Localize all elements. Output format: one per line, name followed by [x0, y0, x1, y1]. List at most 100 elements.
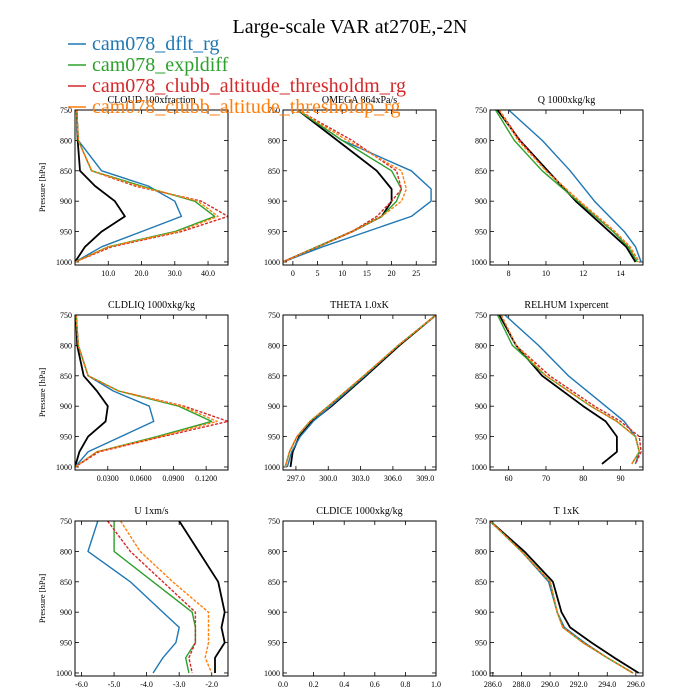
legend-entry-label: cam078_expldiff	[92, 54, 229, 76]
x-tick-label: -4.0	[140, 680, 153, 689]
x-tick-label: 1.0	[431, 680, 441, 689]
y-tick-label: 850	[475, 372, 487, 381]
legend-entry-label: cam078_dflt_rg	[92, 33, 219, 55]
y-tick-label: 850	[268, 372, 280, 381]
x-tick-label: 290.0	[541, 680, 559, 689]
plot-frame	[74, 314, 229, 471]
series-line-1	[75, 315, 155, 468]
y-tick-label: 950	[475, 639, 487, 648]
x-tick-label: 0	[291, 269, 295, 278]
x-tick-label: 40.0	[201, 269, 215, 278]
series-line-2	[283, 110, 403, 263]
y-tick-label: 800	[475, 136, 487, 145]
y-tick-label: 750	[60, 517, 72, 526]
figure-title: Large-scale VAR at270E,-2N	[233, 16, 468, 38]
series-line-4	[283, 110, 408, 263]
y-tick-label: 850	[475, 578, 487, 587]
series-line-0	[75, 315, 109, 468]
panel-3: CLDLIQ 1000xkg/kg Pressure [hPa] 750 800 850…	[37, 300, 229, 483]
series-line-4	[284, 315, 436, 468]
y-tick-label: 950	[475, 433, 487, 442]
y-tick-label: 900	[60, 197, 72, 206]
plot-frame	[489, 314, 644, 471]
x-tick-label: 303.0	[352, 474, 370, 483]
y-tick-label: 800	[268, 547, 280, 556]
x-tick-label: 288.0	[512, 680, 530, 689]
x-tick-label: 25	[412, 269, 420, 278]
series-line-1	[508, 110, 642, 263]
y-tick-label: 900	[60, 402, 72, 411]
series-line-4	[75, 315, 218, 468]
plot-frame	[74, 520, 229, 677]
y-tick-label: 850	[268, 578, 280, 587]
x-tick-label: 10.0	[101, 269, 115, 278]
x-tick-label: 306.0	[384, 474, 402, 483]
series-line-3	[490, 521, 634, 674]
x-tick-label: 8	[507, 269, 511, 278]
series-group	[495, 110, 642, 263]
series-line-4	[498, 110, 640, 263]
series-line-3	[107, 521, 197, 674]
y-tick-label: 900	[268, 402, 280, 411]
series-line-2	[284, 315, 436, 468]
series-line-1	[87, 521, 180, 674]
series-line-1	[75, 110, 183, 263]
panel-title: RELHUM 1xpercent	[524, 300, 608, 311]
series-line-1	[283, 110, 432, 263]
x-tick-label: 286.0	[484, 680, 502, 689]
x-tick-label: 80	[579, 474, 587, 483]
x-tick-label: 30.0	[168, 269, 182, 278]
plot-frame	[282, 314, 437, 471]
y-tick-label: 750	[268, 517, 280, 526]
y-tick-label: 750	[60, 106, 72, 115]
x-tick-label: 0.2	[309, 680, 319, 689]
series-line-1	[504, 315, 640, 465]
y-tick-label: 1000	[56, 669, 72, 678]
panel-0: CLOUD 100xfraction Pressure [hPa] 750 800 85…	[37, 95, 229, 278]
panel-6: U 1xm/s Pressure [hPa] 750 800 850 900 950 1000…	[37, 506, 229, 689]
plot-frame	[74, 109, 229, 266]
panel-5: RELHUM 1xpercent 750 800 850 900 950 1000 60 70 8…	[471, 300, 644, 483]
series-line-0	[496, 110, 637, 263]
x-tick-label: 292.0	[570, 680, 588, 689]
x-tick-label: 0.6	[370, 680, 380, 689]
series-line-2	[496, 315, 640, 465]
series-line-1	[490, 521, 634, 674]
y-tick-label: 800	[475, 341, 487, 350]
y-tick-label: 1000	[264, 669, 280, 678]
x-tick-label: 10	[542, 269, 550, 278]
plot-frame	[489, 109, 644, 266]
panel-title: CLDLIQ 1000xkg/kg	[108, 300, 195, 311]
x-tick-label: 20	[388, 269, 396, 278]
series-group	[496, 315, 642, 465]
x-tick-label: 0.0	[278, 680, 288, 689]
y-tick-label: 750	[268, 106, 280, 115]
panel-title: Q 1000xkg/kg	[538, 95, 596, 106]
x-tick-label: -5.0	[108, 680, 121, 689]
y-tick-label: 1000	[264, 463, 280, 472]
series-line-0	[498, 315, 618, 465]
series-line-0	[178, 521, 226, 673]
y-tick-label: 750	[475, 517, 487, 526]
x-tick-label: 300.0	[319, 474, 337, 483]
series-line-2	[113, 521, 197, 674]
y-tick-label: 750	[475, 311, 487, 320]
series-line-4	[120, 521, 213, 674]
x-tick-label: 15	[363, 269, 371, 278]
y-tick-label: 800	[268, 136, 280, 145]
y-tick-label: 950	[60, 228, 72, 237]
series-line-4	[490, 521, 634, 674]
y-tick-label: 950	[475, 228, 487, 237]
series-line-4	[500, 315, 640, 465]
panel-1: OMEGA 864xPa/s 750 800 850 900 950 1000 0 5 10 15 2…	[264, 95, 437, 278]
y-tick-label: 950	[268, 433, 280, 442]
series-group	[75, 110, 228, 263]
series-line-2	[75, 315, 213, 468]
y-tick-label: 900	[268, 197, 280, 206]
series-group	[87, 521, 226, 674]
x-tick-label: 297.0	[287, 474, 305, 483]
y-tick-label: 800	[60, 136, 72, 145]
series-group	[283, 110, 432, 263]
